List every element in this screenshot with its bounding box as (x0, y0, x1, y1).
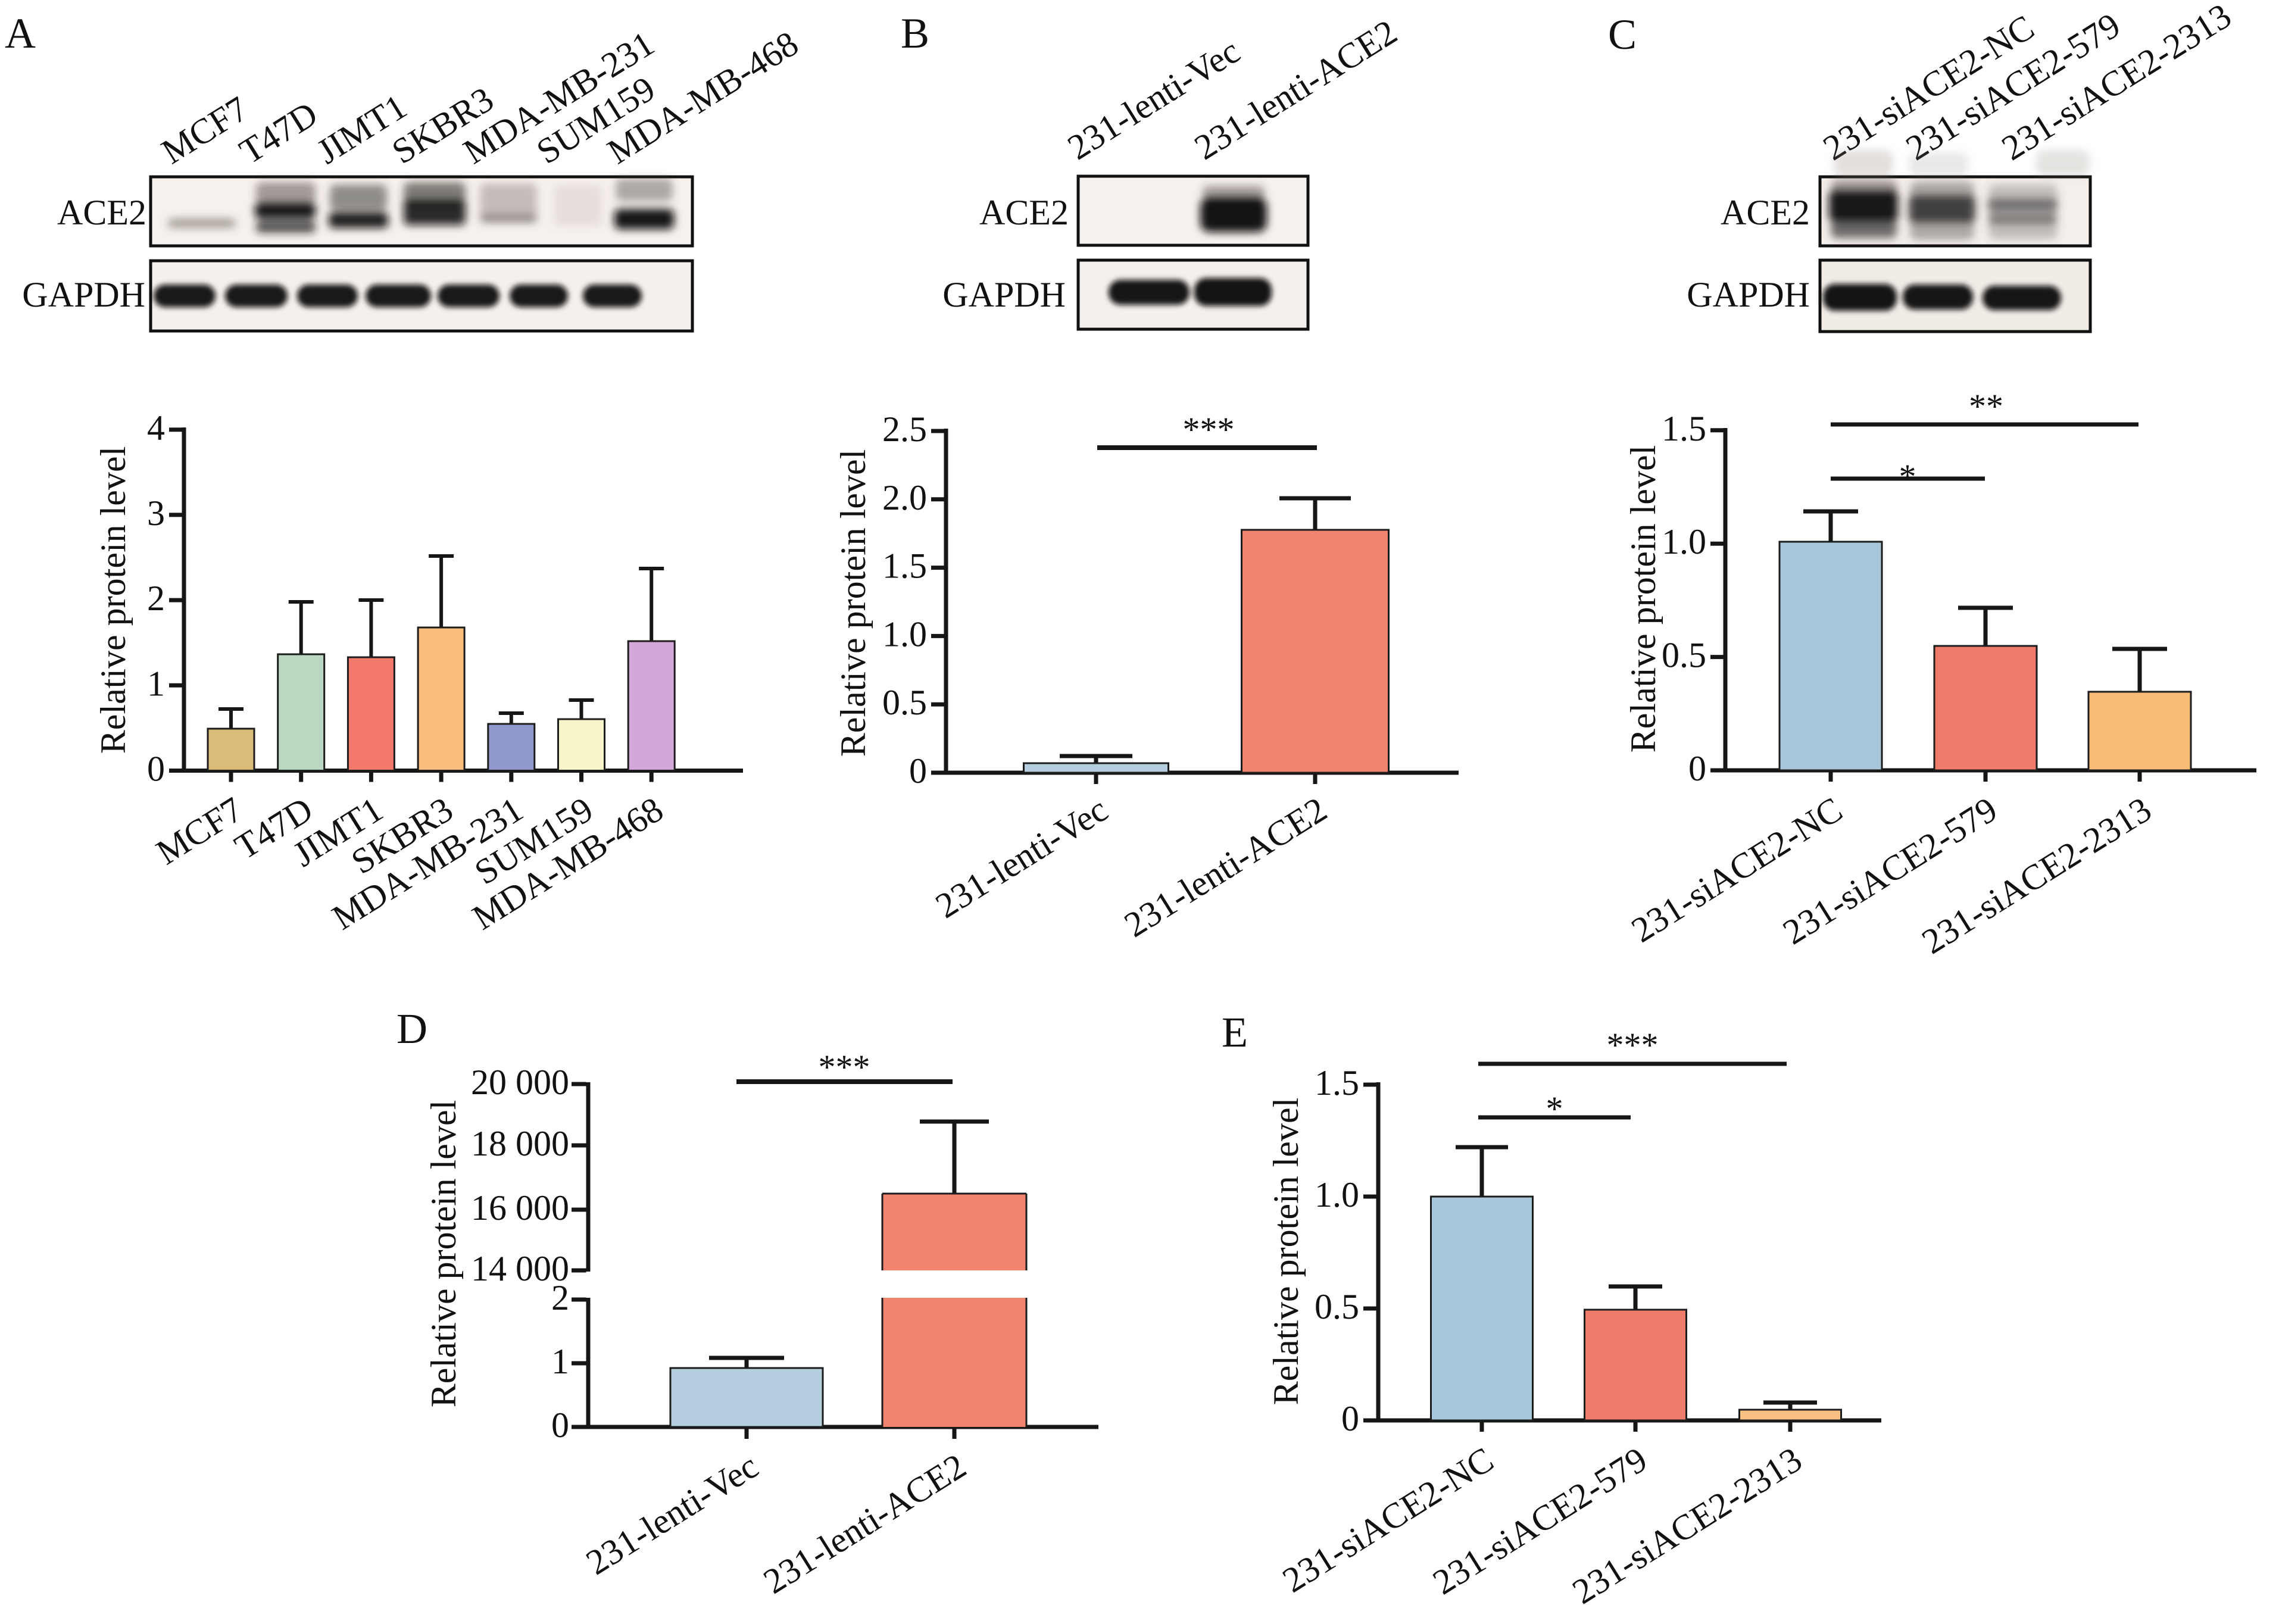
svg-text:ACE2: ACE2 (57, 193, 146, 232)
svg-text:2: 2 (147, 579, 165, 618)
svg-text:4: 4 (147, 408, 165, 448)
svg-text:0.5: 0.5 (1662, 636, 1706, 675)
svg-text:GAPDH: GAPDH (942, 275, 1066, 314)
svg-text:2: 2 (551, 1278, 569, 1317)
svg-text:0: 0 (147, 749, 165, 789)
svg-text:1.0: 1.0 (1315, 1175, 1359, 1214)
svg-text:B: B (901, 10, 929, 57)
svg-text:E: E (1222, 1008, 1248, 1056)
svg-text:Relative protein level: Relative protein level (93, 446, 133, 754)
svg-text:0: 0 (909, 751, 927, 791)
svg-text:***: *** (1183, 410, 1235, 449)
svg-text:18 000: 18 000 (471, 1124, 569, 1163)
svg-text:ACE2: ACE2 (1721, 193, 1810, 232)
svg-text:Relative protein level: Relative protein level (833, 449, 873, 757)
svg-text:2.0: 2.0 (882, 478, 927, 517)
svg-text:**: ** (1969, 387, 2003, 426)
svg-text:1.5: 1.5 (1315, 1063, 1359, 1103)
svg-text:Relative protein level: Relative protein level (1266, 1098, 1306, 1405)
svg-text:1.5: 1.5 (1662, 409, 1706, 448)
svg-text:GAPDH: GAPDH (22, 275, 145, 314)
svg-text:0.5: 0.5 (1315, 1287, 1359, 1326)
svg-text:0: 0 (1688, 749, 1706, 788)
svg-text:*: * (1899, 457, 1916, 496)
svg-text:C: C (1608, 11, 1637, 58)
svg-text:0: 0 (551, 1406, 569, 1445)
svg-text:ACE2: ACE2 (979, 193, 1069, 232)
svg-text:1.5: 1.5 (882, 546, 927, 586)
svg-text:D: D (397, 1005, 427, 1053)
svg-text:0: 0 (1341, 1399, 1359, 1438)
svg-text:3: 3 (147, 494, 165, 533)
svg-text:1: 1 (551, 1342, 569, 1381)
svg-text:14 000: 14 000 (471, 1249, 569, 1288)
svg-text:***: *** (1607, 1026, 1659, 1064)
svg-text:Relative protein level: Relative protein level (1624, 445, 1663, 752)
svg-text:***: *** (819, 1048, 870, 1086)
svg-text:1: 1 (147, 664, 165, 703)
svg-text:1.0: 1.0 (1662, 522, 1706, 561)
svg-text:GAPDH: GAPDH (1687, 275, 1810, 314)
svg-text:2.5: 2.5 (882, 410, 927, 449)
svg-text:*: * (1546, 1089, 1563, 1128)
svg-text:20 000: 20 000 (471, 1063, 569, 1102)
svg-text:Relative protein level: Relative protein level (424, 1100, 463, 1407)
svg-text:16 000: 16 000 (471, 1188, 569, 1228)
svg-text:A: A (5, 10, 36, 57)
svg-text:0.5: 0.5 (882, 683, 927, 722)
svg-text:1.0: 1.0 (882, 614, 927, 654)
